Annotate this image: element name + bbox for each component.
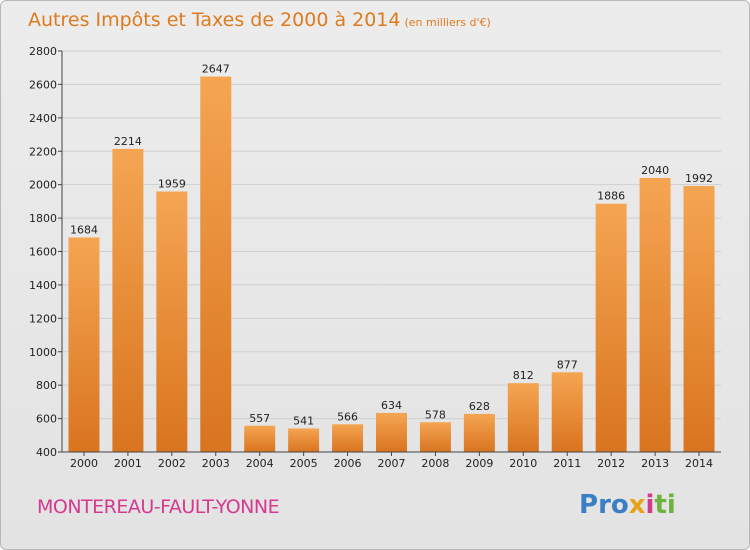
x-tick-label: 2006 (334, 457, 362, 470)
data-label: 877 (557, 358, 578, 371)
y-tick-label: 2000 (29, 179, 57, 192)
x-tick-label: 2010 (509, 457, 537, 470)
data-label: 2647 (202, 63, 230, 76)
bar (419, 422, 451, 452)
y-tick-label: 2600 (29, 78, 57, 91)
data-label: 2040 (641, 164, 669, 177)
bar (332, 424, 364, 452)
bar (683, 186, 715, 452)
chart-title-text: Autres Impôts et Taxes de 2000 à 2014 (28, 9, 401, 31)
logo-letter: o (610, 490, 629, 520)
y-tick-label: 2800 (29, 45, 57, 58)
x-tick-label: 2003 (202, 457, 230, 470)
logo-letter: t (654, 490, 667, 520)
logo-letter: P (579, 490, 599, 520)
data-label: 1992 (685, 172, 713, 185)
proxiti-logo[interactable]: Proxiti (579, 490, 676, 520)
x-tick-label: 2013 (641, 457, 669, 470)
data-label: 557 (249, 412, 270, 425)
x-tick-label: 2001 (114, 457, 142, 470)
y-tick-label: 2200 (29, 145, 57, 158)
bar (551, 372, 583, 452)
city-name: MONTEREAU-FAULT-YONNE (37, 496, 280, 518)
y-tick-label: 1600 (29, 246, 57, 259)
x-tick-label: 2011 (553, 457, 581, 470)
chart-unit: (en milliers d'€) (404, 16, 491, 29)
x-tick-label: 2012 (597, 457, 625, 470)
logo-letter: i (666, 490, 676, 520)
data-label: 2214 (114, 135, 142, 148)
data-label: 566 (337, 410, 358, 423)
data-label: 578 (425, 408, 446, 421)
y-tick-label: 600 (36, 413, 57, 426)
bar (112, 148, 144, 452)
bar (156, 191, 188, 452)
y-tick-label: 800 (36, 379, 57, 392)
data-label: 1684 (70, 223, 98, 236)
bar (244, 425, 276, 452)
y-tick-label: 1800 (29, 212, 57, 225)
axes: 400 600 800 1000 1200 1400 1600 1800 2000 2200 240… (29, 45, 721, 470)
data-label: 1886 (597, 190, 625, 203)
bar (288, 428, 320, 452)
data-label: 634 (381, 399, 402, 412)
x-tick-label: 2009 (465, 457, 493, 470)
x-tick-label: 2004 (246, 457, 274, 470)
y-tick-label: 1000 (29, 346, 57, 359)
x-tick-label: 2014 (685, 457, 713, 470)
chart-title: Autres Impôts et Taxes de 2000 à 2014 (en… (28, 9, 491, 31)
x-tick-label: 2000 (70, 457, 98, 470)
logo-letter: r (598, 490, 611, 520)
data-label: 541 (293, 414, 314, 427)
y-tick-label: 2400 (29, 112, 57, 125)
bar (68, 237, 100, 452)
bar (507, 383, 539, 452)
data-label: 1959 (158, 178, 186, 191)
bar (376, 412, 407, 452)
y-tick-label: 400 (36, 446, 57, 459)
x-tick-label: 2008 (421, 457, 449, 470)
y-tick-label: 1200 (29, 312, 57, 325)
data-label: 812 (513, 369, 534, 382)
bar (595, 203, 627, 452)
bars: 1684 2214 1959 2647 557 541 566 634 578 628 812 877… (68, 63, 715, 452)
logo-letter: x (628, 490, 646, 520)
data-label: 628 (469, 400, 490, 413)
bar (463, 413, 495, 452)
bar (639, 177, 671, 452)
x-tick-label: 2007 (378, 457, 406, 470)
y-tick-label: 1400 (29, 279, 57, 292)
x-tick-label: 2002 (158, 457, 186, 470)
x-tick-label: 2005 (290, 457, 318, 470)
bar (200, 76, 232, 452)
logo-letter: i (645, 490, 655, 520)
